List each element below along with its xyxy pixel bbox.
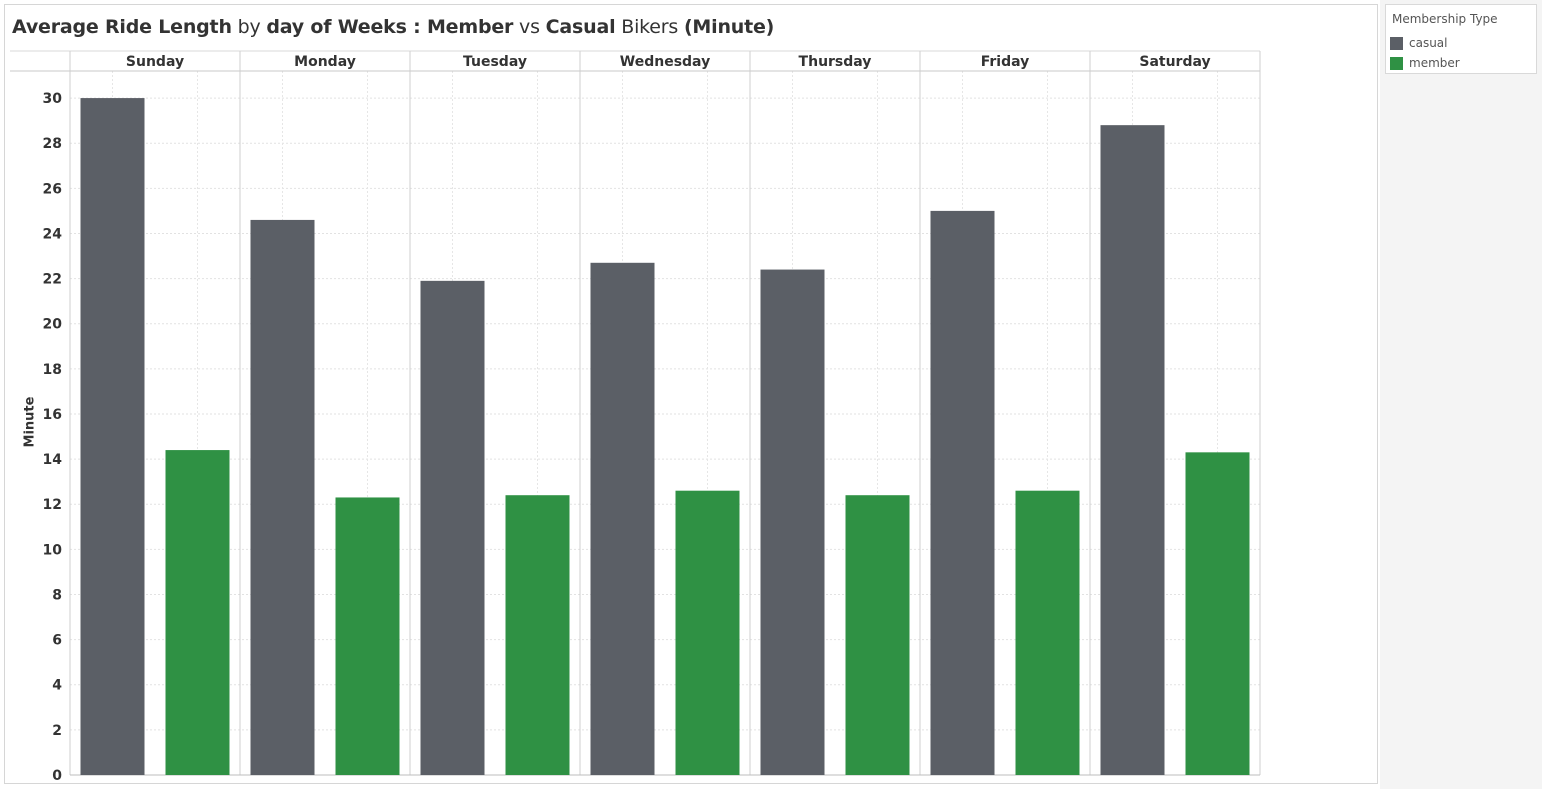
bar-member-wednesday bbox=[675, 490, 740, 775]
legend-swatch-casual bbox=[1390, 37, 1403, 50]
bar-casual-thursday bbox=[760, 269, 825, 775]
category-label-wednesday: Wednesday bbox=[620, 54, 710, 70]
y-tick-label: 26 bbox=[43, 181, 62, 197]
title-segment: day of Weeks : Member bbox=[266, 16, 514, 38]
bar-casual-monday bbox=[250, 219, 315, 775]
y-tick-label: 8 bbox=[52, 587, 62, 603]
legend-title: Membership Type bbox=[1392, 12, 1498, 26]
y-tick-label: 2 bbox=[52, 723, 62, 739]
bar-member-monday bbox=[335, 497, 400, 775]
title-segment: by bbox=[231, 16, 267, 38]
category-label-friday: Friday bbox=[981, 54, 1030, 70]
bar-casual-tuesday bbox=[420, 280, 485, 775]
category-label-saturday: Saturday bbox=[1139, 54, 1210, 70]
y-tick-label: 10 bbox=[43, 542, 63, 558]
y-tick-label: 12 bbox=[43, 497, 62, 513]
y-tick-label: 22 bbox=[43, 272, 62, 288]
title-segment: Bikers bbox=[615, 16, 684, 38]
title-segment: (Minute) bbox=[683, 16, 775, 38]
y-tick-label: 24 bbox=[43, 226, 63, 242]
bar-casual-friday bbox=[930, 210, 995, 775]
y-tick-label: 0 bbox=[52, 768, 62, 784]
category-label-sunday: Sunday bbox=[126, 54, 184, 70]
y-tick-label: 14 bbox=[43, 452, 63, 468]
bar-member-thursday bbox=[845, 495, 910, 775]
chart-title: Average Ride Length by day of Weeks : Me… bbox=[12, 16, 774, 38]
legend-label-casual: casual bbox=[1409, 36, 1448, 50]
y-tick-label: 18 bbox=[43, 362, 62, 378]
title-segment: Casual bbox=[545, 16, 616, 38]
y-tick-label: 4 bbox=[52, 678, 62, 694]
bar-member-saturday bbox=[1185, 452, 1250, 775]
legend-label-member: member bbox=[1409, 56, 1460, 70]
bar-casual-wednesday bbox=[590, 262, 655, 775]
bar-member-sunday bbox=[165, 450, 230, 775]
title-segment: vs bbox=[513, 16, 546, 38]
category-label-monday: Monday bbox=[294, 54, 356, 70]
category-label-tuesday: Tuesday bbox=[463, 54, 527, 70]
y-tick-label: 20 bbox=[43, 317, 63, 333]
bar-member-tuesday bbox=[505, 495, 570, 775]
y-tick-label: 28 bbox=[43, 136, 62, 152]
bar-chart: Sunday Monday Tuesday Wednesday Thursday Frid… bbox=[10, 50, 1261, 784]
category-label-thursday: Thursday bbox=[799, 54, 872, 70]
y-tick-label: 16 bbox=[43, 407, 62, 423]
y-tick-label: 30 bbox=[43, 91, 63, 107]
title-segment: Average Ride Length bbox=[12, 16, 232, 38]
side-panel bbox=[1380, 0, 1542, 789]
legend: Membership Type casual member bbox=[1385, 4, 1537, 74]
legend-swatch-member bbox=[1390, 57, 1403, 70]
y-tick-label: 6 bbox=[52, 633, 62, 649]
bar-casual-sunday bbox=[80, 98, 145, 776]
bar-member-friday bbox=[1015, 490, 1080, 775]
bar-casual-saturday bbox=[1100, 125, 1165, 775]
